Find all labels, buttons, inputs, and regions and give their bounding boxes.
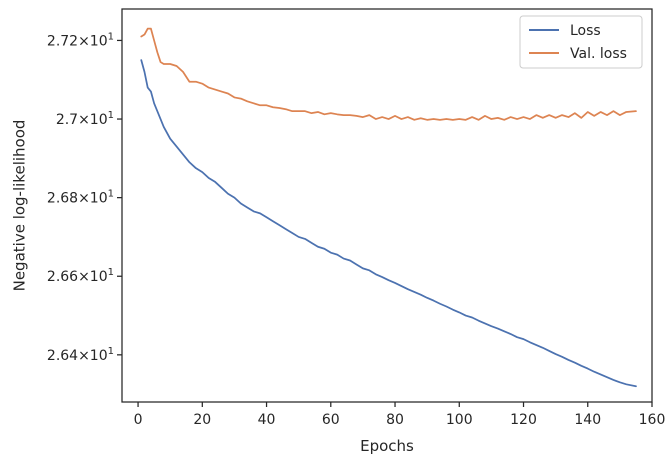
y-tick-label: 2.7×101 — [56, 110, 114, 128]
x-tick-label: 60 — [322, 412, 340, 428]
y-tick-multiplier: ×10 — [78, 348, 108, 364]
legend: Loss Val. loss — [519, 15, 643, 69]
y-tick-mantissa: 2.66 — [47, 269, 78, 285]
plot-area — [140, 27, 637, 388]
y-tick-mantissa: 2.72 — [47, 33, 78, 49]
y-tick-multiplier: ×10 — [78, 112, 108, 128]
x-tick-label: 120 — [510, 412, 537, 428]
y-tick-exponent: 1 — [108, 189, 114, 200]
y-tick-label: 2.72×101 — [47, 31, 114, 49]
x-tick-label: 20 — [193, 412, 211, 428]
y-tick-multiplier: ×10 — [78, 33, 108, 49]
y-tick-mantissa: 2.64 — [47, 348, 78, 364]
y-tick-exponent: 1 — [108, 346, 114, 357]
x-axis-label: Epochs — [360, 437, 414, 455]
plot-frame — [121, 8, 653, 403]
y-tick-label: 2.68×101 — [47, 189, 114, 207]
series-line-val-loss — [140, 27, 637, 121]
x-tick-label: 100 — [446, 412, 473, 428]
x-tick-label: 40 — [258, 412, 276, 428]
y-tick-label: 2.64×101 — [47, 346, 114, 364]
y-tick-mantissa: 2.7 — [56, 112, 78, 128]
x-tick-label: 160 — [639, 412, 666, 428]
legend-label-val-loss: Val. loss — [570, 46, 627, 62]
y-tick-exponent: 1 — [108, 31, 114, 42]
x-tick-label: 80 — [386, 412, 404, 428]
x-tick-label: 0 — [134, 412, 143, 428]
y-tick-label: 2.66×101 — [47, 267, 114, 285]
y-axis-label: Negative log-likelihood — [11, 120, 29, 292]
y-tick-multiplier: ×10 — [78, 191, 108, 207]
legend-label-loss: Loss — [570, 23, 601, 39]
y-tick-mantissa: 2.68 — [47, 191, 78, 207]
y-tick-exponent: 1 — [108, 110, 114, 121]
y-tick-multiplier: ×10 — [78, 269, 108, 285]
y-tick-exponent: 1 — [108, 267, 114, 278]
x-tick-label: 140 — [574, 412, 601, 428]
x-axis-ticks: 0 20 40 60 80 100 120 140 160 — [134, 402, 666, 428]
series-line-loss — [140, 59, 637, 388]
